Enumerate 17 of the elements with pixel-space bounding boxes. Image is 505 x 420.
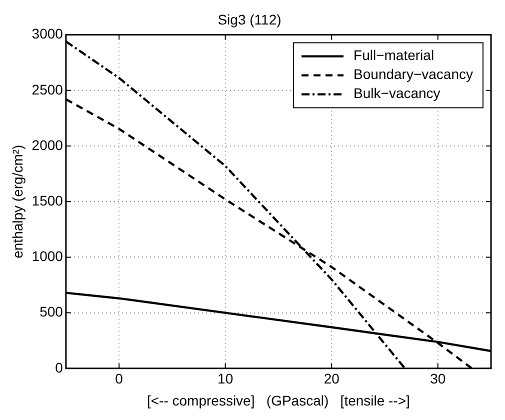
x-tick-label: 20 [324, 370, 340, 387]
y-tick-label: 1500 [32, 192, 64, 208]
y-tick-label: 0 [55, 359, 64, 376]
chart-title: Sig3 (112) [218, 11, 282, 28]
legend-label: Bulk−vacancy [354, 85, 440, 102]
x-tick-label: 10 [218, 370, 234, 387]
x-tick-label: 30 [430, 370, 446, 387]
y-tick-label: 2500 [32, 81, 64, 98]
legend-label: Boundary−vacancy [354, 66, 474, 82]
x-tick-label: 0 [115, 370, 124, 387]
legend-label: Full−material [354, 47, 434, 64]
x-axis-title: [<-- compressive] (GPascal) [tensile -->] [146, 392, 410, 408]
y-axis-title: enthalpy (erg/cm²) [9, 144, 26, 258]
y-tick-label: 1000 [32, 248, 64, 264]
y-tick-label: 2000 [32, 136, 64, 153]
y-tick-label: 3000 [32, 26, 64, 42]
y-tick-label: 500 [40, 304, 64, 320]
